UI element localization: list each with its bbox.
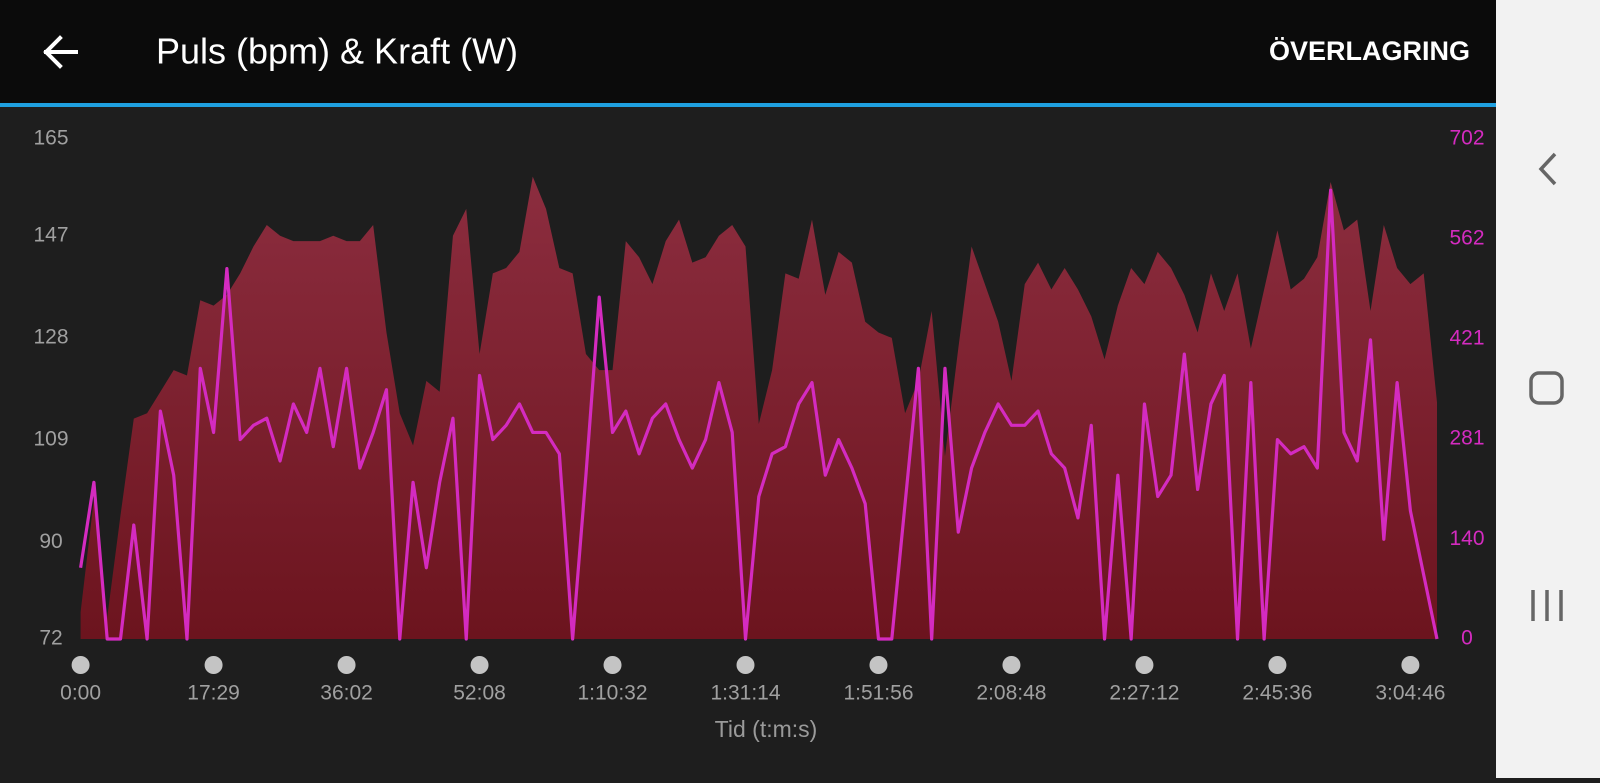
y-tick-label: 147 <box>33 223 68 246</box>
app-bar-accent <box>0 103 1496 107</box>
y2-tick-label: 702 <box>1449 127 1484 150</box>
x-tick-dot <box>736 656 755 674</box>
x-tick-label: 52:08 <box>453 682 506 705</box>
x-tick-dot <box>603 656 622 674</box>
y-tick-label: 128 <box>33 325 68 348</box>
y-tick-label: 165 <box>33 127 68 150</box>
x-tick-dot <box>71 656 90 674</box>
x-tick-label: 2:08:48 <box>976 682 1046 705</box>
y2-tick-label: 0 <box>1461 627 1473 650</box>
x-tick-label: 3:04:46 <box>1375 682 1445 705</box>
power-line <box>79 188 1439 641</box>
nav-home[interactable] <box>1529 371 1564 405</box>
x-tick-label: 0:00 <box>60 682 101 705</box>
x-tick-label: 1:10:32 <box>577 682 647 705</box>
y-tick-label: 90 <box>39 530 62 553</box>
y-tick-label: 109 <box>33 428 68 451</box>
x-axis-title: Tid (t:m:s) <box>715 716 818 742</box>
x-tick-dot <box>1401 656 1420 674</box>
x-tick-dot <box>1002 656 1021 674</box>
back-arrow[interactable] <box>43 35 78 69</box>
nav-back[interactable] <box>1538 152 1557 186</box>
x-tick-label: 1:31:14 <box>710 682 780 705</box>
x-tick-dot <box>204 656 223 674</box>
back-button[interactable] <box>43 35 78 69</box>
x-tick-label: 2:27:12 <box>1109 682 1179 705</box>
x-tick-dot <box>1268 656 1287 674</box>
x-tick-dot <box>869 656 888 674</box>
x-tick-label: 17:29 <box>187 682 240 705</box>
x-tick-label: 36:02 <box>320 682 373 705</box>
x-tick-dot <box>1135 656 1154 674</box>
x-tick-dot <box>470 656 489 674</box>
nav-recents[interactable] <box>1531 590 1563 621</box>
y2-tick-label: 562 <box>1449 226 1484 249</box>
y2-tick-label: 421 <box>1449 327 1484 350</box>
overlay-button[interactable]: ÖVERLAGRING <box>1269 36 1470 66</box>
y2-tick-label: 140 <box>1449 527 1484 550</box>
screen-title: Puls (bpm) & Kraft (W) <box>156 31 518 72</box>
x-tick-dot <box>337 656 356 674</box>
nav-bar <box>1496 0 1600 778</box>
app-bar <box>0 0 1496 103</box>
y2-tick-label: 281 <box>1449 426 1484 449</box>
x-tick-label: 1:51:56 <box>843 682 913 705</box>
y-tick-label: 72 <box>39 627 62 650</box>
x-tick-label: 2:45:36 <box>1242 682 1312 705</box>
